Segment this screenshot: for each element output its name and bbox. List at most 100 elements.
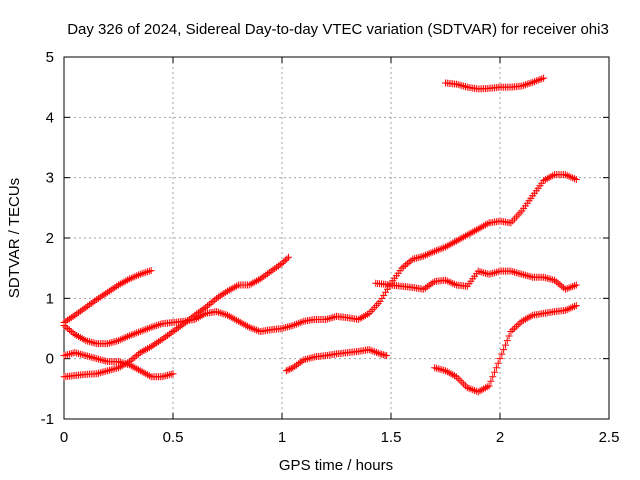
data-point <box>432 247 440 255</box>
data-point <box>507 267 515 275</box>
x-tick-label: 0.5 <box>163 429 184 446</box>
data-point <box>71 349 79 357</box>
data-point <box>476 224 484 232</box>
data-point <box>109 338 117 346</box>
data-point <box>227 313 235 321</box>
data-point <box>95 355 103 363</box>
data-point <box>323 315 331 323</box>
y-tick-label: 0 <box>46 351 54 368</box>
data-point <box>460 82 468 90</box>
data-point <box>67 328 75 336</box>
data-point <box>164 371 172 379</box>
data-point <box>67 314 75 322</box>
data-point <box>356 314 364 322</box>
data-point <box>543 175 551 183</box>
data-point <box>80 336 88 344</box>
data-point <box>525 272 533 280</box>
data-point <box>102 367 110 375</box>
data-point <box>115 337 122 345</box>
data-point <box>298 318 306 326</box>
data-point <box>167 329 175 337</box>
data-point <box>245 281 253 289</box>
data-point <box>423 250 431 258</box>
data-point <box>85 301 93 309</box>
data-point <box>231 283 239 291</box>
data-point <box>104 340 112 348</box>
data-point <box>156 320 164 328</box>
data-point <box>220 310 228 318</box>
data-point <box>98 292 106 300</box>
data-point <box>523 272 531 280</box>
data-point <box>247 280 255 288</box>
data-point <box>116 363 124 371</box>
data-point <box>76 334 84 342</box>
data-point <box>131 353 139 361</box>
data-point <box>511 324 519 332</box>
data-point <box>120 278 128 286</box>
data-point <box>418 253 426 261</box>
data-point <box>71 311 79 319</box>
data-point <box>249 325 257 333</box>
data-point <box>307 354 315 362</box>
data-point <box>540 177 548 185</box>
data-point <box>243 322 251 330</box>
data-point <box>136 349 144 357</box>
data-point <box>561 306 569 314</box>
data-point <box>443 277 451 285</box>
data-point <box>165 371 173 379</box>
data-point <box>565 305 573 313</box>
data-point <box>138 368 146 376</box>
data-point <box>431 247 439 255</box>
data-point <box>100 291 108 299</box>
data-point <box>456 376 464 384</box>
data-point <box>151 340 159 348</box>
data-point <box>113 364 121 372</box>
data-point <box>118 335 126 343</box>
data-point <box>525 80 533 88</box>
data-point <box>167 370 175 378</box>
data-point <box>570 282 578 290</box>
data-point <box>169 370 177 378</box>
data-point <box>213 308 221 316</box>
grid-lines <box>64 57 609 419</box>
data-point <box>461 83 469 91</box>
data-point <box>469 228 477 236</box>
data-point <box>518 317 526 325</box>
data-point <box>383 352 391 360</box>
data-point <box>414 254 422 262</box>
data-point <box>136 328 144 336</box>
data-point <box>480 269 488 277</box>
data-point <box>438 244 446 252</box>
data-point <box>62 351 70 359</box>
data-point <box>125 275 133 283</box>
data-point <box>409 255 417 263</box>
data-point <box>427 280 435 288</box>
x-axis-label: GPS time / hours <box>279 457 393 474</box>
data-point <box>109 365 117 373</box>
data-point <box>403 260 411 268</box>
data-point <box>256 275 264 283</box>
data-point <box>95 369 103 377</box>
data-point <box>60 321 68 329</box>
data-point <box>93 370 101 378</box>
data-point <box>116 280 124 288</box>
data-point <box>481 221 489 229</box>
x-tick-label: 0 <box>60 429 68 446</box>
data-point <box>156 337 164 345</box>
data-point <box>134 328 142 336</box>
data-point <box>500 346 508 354</box>
data-point <box>229 284 237 292</box>
data-point <box>467 229 475 237</box>
data-point <box>95 294 103 302</box>
data-point <box>78 335 86 343</box>
data-point <box>405 258 413 266</box>
data-point <box>60 352 68 360</box>
data-point <box>140 347 148 355</box>
data-point <box>160 372 168 380</box>
data-point <box>73 332 81 340</box>
data-point <box>460 233 468 241</box>
data-point <box>422 284 430 292</box>
data-point <box>521 315 529 323</box>
data-point <box>489 373 497 381</box>
data-point <box>518 82 526 90</box>
